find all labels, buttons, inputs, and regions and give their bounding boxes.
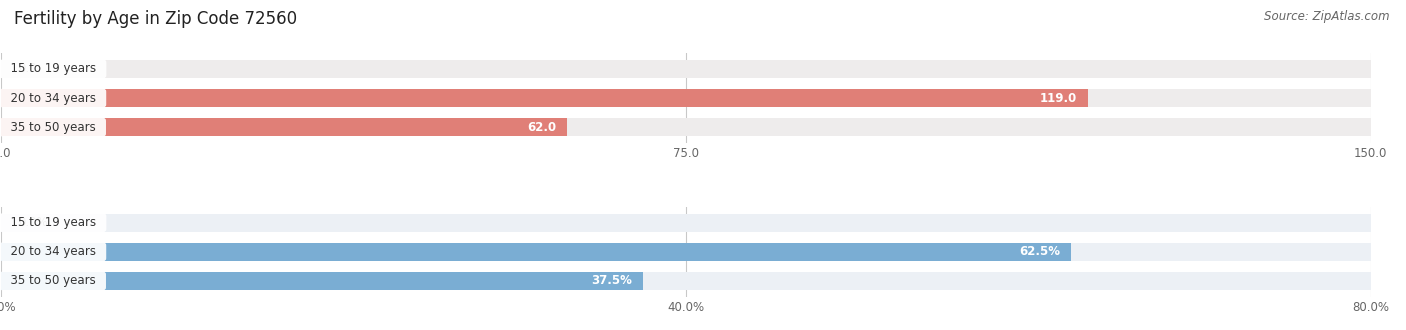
Bar xyxy=(1,118,1371,136)
Bar xyxy=(1,272,644,290)
Text: 119.0: 119.0 xyxy=(1039,91,1077,105)
Text: 37.5%: 37.5% xyxy=(592,275,633,287)
Text: 15 to 19 years: 15 to 19 years xyxy=(3,216,104,229)
Bar xyxy=(1,89,1088,107)
Text: 0.0%: 0.0% xyxy=(18,216,48,229)
Text: 35 to 50 years: 35 to 50 years xyxy=(3,275,103,287)
Text: Source: ZipAtlas.com: Source: ZipAtlas.com xyxy=(1264,10,1389,23)
Text: 0.0: 0.0 xyxy=(18,62,37,75)
Text: 62.0: 62.0 xyxy=(527,121,557,134)
Bar xyxy=(1,214,1371,232)
Text: 15 to 19 years: 15 to 19 years xyxy=(3,62,104,75)
Bar xyxy=(1,89,1371,107)
Text: 20 to 34 years: 20 to 34 years xyxy=(3,91,103,105)
Text: Fertility by Age in Zip Code 72560: Fertility by Age in Zip Code 72560 xyxy=(14,10,297,28)
Bar xyxy=(1,243,1371,261)
Bar xyxy=(1,118,568,136)
Text: 35 to 50 years: 35 to 50 years xyxy=(3,121,103,134)
Bar xyxy=(1,243,1071,261)
Text: 20 to 34 years: 20 to 34 years xyxy=(3,245,103,258)
Bar xyxy=(1,60,1371,78)
Text: 62.5%: 62.5% xyxy=(1019,245,1060,258)
Bar xyxy=(1,272,1371,290)
